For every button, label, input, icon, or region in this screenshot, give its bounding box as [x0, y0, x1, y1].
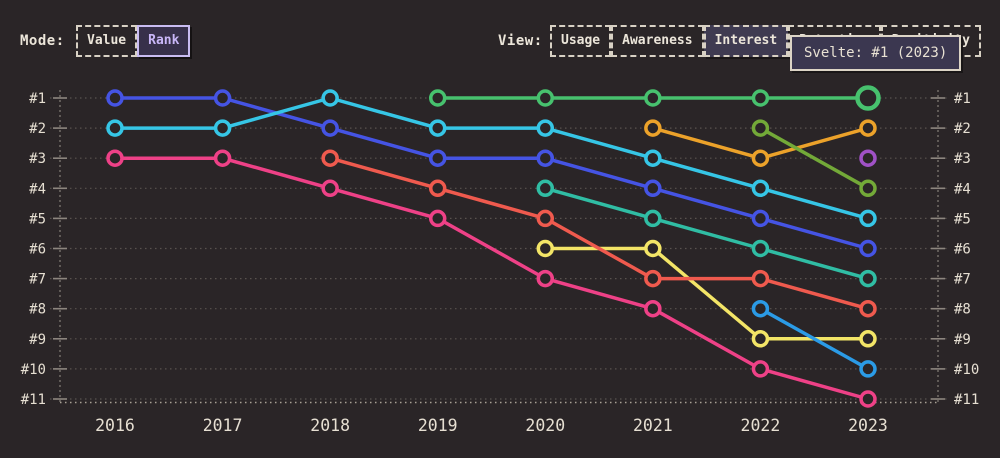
left-rank-label: #6: [29, 242, 46, 258]
point-royal-blue[interactable]: [106, 89, 124, 107]
series-line-sky-blue: [758, 306, 870, 371]
right-rank-label: #4: [954, 181, 971, 197]
point-orange[interactable]: [859, 119, 877, 137]
point-pink[interactable]: [859, 390, 877, 408]
view-awareness-button[interactable]: Awareness: [611, 25, 704, 57]
point-green[interactable]: [536, 89, 555, 107]
view-interest-button[interactable]: Interest: [703, 25, 789, 57]
point-salmon-red[interactable]: [536, 209, 555, 228]
point-cyan[interactable]: [751, 179, 770, 198]
left-rank-label: #8: [29, 302, 46, 318]
series-line-olive-green: [758, 126, 870, 191]
left-rank-label: #1: [29, 91, 46, 107]
point-pink[interactable]: [644, 299, 662, 318]
point-yellow[interactable]: [859, 330, 877, 348]
point-salmon-red[interactable]: [428, 179, 447, 198]
year-label: 2017: [203, 416, 243, 435]
point-tooltip: Svelte: #1 (2023): [790, 35, 962, 71]
point-cyan[interactable]: [859, 209, 877, 228]
point-sky-blue[interactable]: [859, 360, 877, 378]
right-rank-label: #6: [954, 242, 971, 258]
point-pink[interactable]: [321, 179, 339, 198]
left-rank-label: #2: [29, 121, 46, 137]
right-rank-label: #11: [954, 392, 979, 408]
point-teal[interactable]: [751, 239, 770, 258]
right-rank-label: #9: [954, 332, 971, 348]
right-rank-label: #7: [954, 272, 971, 288]
point-orange[interactable]: [644, 119, 662, 137]
left-rank-label: #4: [29, 181, 46, 197]
point-sky-blue[interactable]: [751, 299, 770, 318]
point-teal[interactable]: [536, 179, 555, 198]
point-teal[interactable]: [859, 269, 877, 288]
point-cyan[interactable]: [106, 119, 124, 137]
point-royal-blue[interactable]: [859, 239, 877, 258]
series-line-salmon-red: [328, 156, 870, 311]
right-rank-label: #8: [954, 302, 971, 318]
point-salmon-red[interactable]: [751, 269, 770, 288]
year-label: 2019: [418, 416, 458, 435]
point-royal-blue[interactable]: [644, 179, 662, 198]
year-label: 2020: [525, 416, 565, 435]
year-label: 2022: [741, 416, 781, 435]
left-rank-label: #9: [29, 332, 46, 348]
point-olive-green[interactable]: [751, 119, 770, 137]
year-label: 2018: [310, 416, 350, 435]
left-rank-label: #7: [29, 272, 46, 288]
left-rank-label: #11: [21, 392, 46, 408]
point-green[interactable]: [428, 89, 447, 107]
year-label: 2023: [848, 416, 888, 435]
point-yellow[interactable]: [751, 330, 770, 348]
year-label: 2016: [95, 416, 135, 435]
point-purple[interactable]: [859, 149, 877, 167]
point-salmon-red[interactable]: [644, 269, 662, 288]
point-cyan[interactable]: [536, 119, 555, 137]
point-pink[interactable]: [106, 149, 124, 167]
left-rank-label: #3: [29, 151, 46, 167]
point-pink[interactable]: [213, 149, 232, 167]
mode-rank-button[interactable]: Rank: [137, 25, 191, 57]
view-label: View:: [498, 33, 543, 49]
point-pink[interactable]: [536, 269, 555, 288]
point-royal-blue[interactable]: [536, 149, 555, 167]
point-pink[interactable]: [751, 360, 770, 378]
right-rank-label: #5: [954, 211, 971, 227]
right-rank-label: #1: [954, 91, 971, 107]
point-cyan[interactable]: [213, 119, 232, 137]
point-pink[interactable]: [428, 209, 447, 228]
view-usage-button[interactable]: Usage: [550, 25, 612, 57]
right-rank-label: #2: [954, 121, 971, 137]
mode-toggle-group: Value Rank: [76, 25, 191, 57]
point-orange[interactable]: [751, 149, 770, 167]
mode-label: Mode:: [20, 33, 65, 49]
highlighted-point-green[interactable]: [855, 85, 881, 111]
mode-value-button[interactable]: Value: [76, 25, 138, 57]
left-rank-label: #5: [29, 211, 46, 227]
point-salmon-red[interactable]: [859, 299, 877, 318]
point-cyan[interactable]: [321, 89, 339, 107]
point-yellow[interactable]: [536, 239, 555, 258]
series-line-pink: [113, 156, 870, 401]
series-line-teal: [543, 186, 870, 281]
point-cyan[interactable]: [428, 119, 447, 137]
point-royal-blue[interactable]: [213, 89, 232, 107]
point-cyan[interactable]: [644, 149, 662, 167]
year-label: 2021: [633, 416, 673, 435]
point-royal-blue[interactable]: [321, 119, 339, 137]
right-rank-label: #10: [954, 362, 979, 378]
left-rank-label: #10: [21, 362, 46, 378]
point-green[interactable]: [644, 89, 662, 107]
point-yellow[interactable]: [644, 239, 662, 258]
point-royal-blue[interactable]: [751, 209, 770, 228]
point-teal[interactable]: [644, 209, 662, 228]
point-royal-blue[interactable]: [428, 149, 447, 167]
series-line-royal-blue: [113, 96, 870, 251]
point-salmon-red[interactable]: [321, 149, 339, 167]
point-green[interactable]: [751, 89, 770, 107]
series-line-cyan: [113, 96, 870, 221]
point-olive-green[interactable]: [859, 179, 877, 198]
right-rank-label: #3: [954, 151, 971, 167]
